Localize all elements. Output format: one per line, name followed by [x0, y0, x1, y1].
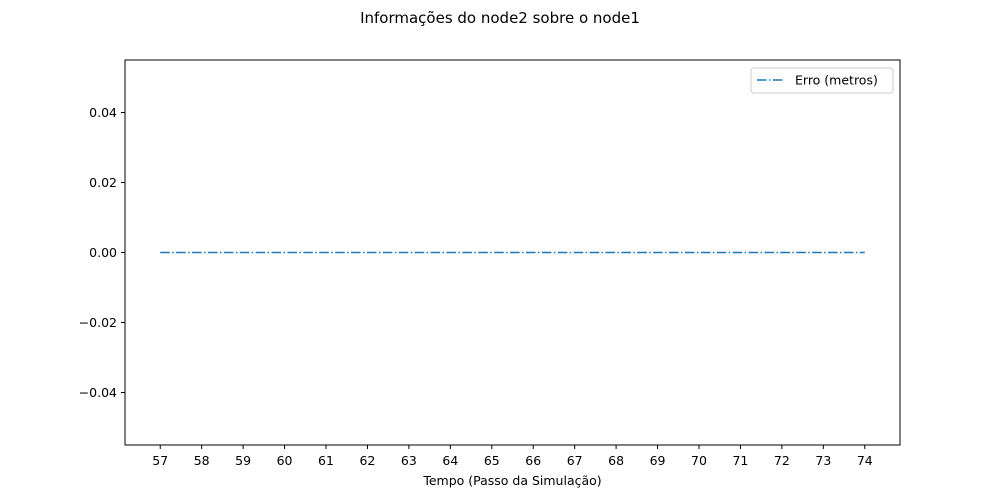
x-tick-label: 63 — [401, 453, 417, 468]
x-tick-label: 73 — [815, 453, 831, 468]
y-tick-label: 0.04 — [89, 105, 117, 120]
y-tick-label: 0.00 — [89, 245, 117, 260]
chart-title: Informações do node2 sobre o node1 — [360, 9, 640, 27]
x-tick-label: 68 — [608, 453, 624, 468]
x-tick-label: 60 — [277, 453, 293, 468]
x-tick-label: 61 — [318, 453, 334, 468]
x-tick-label: 58 — [194, 453, 210, 468]
x-tick-label: 59 — [235, 453, 251, 468]
x-tick-label: 67 — [567, 453, 583, 468]
x-axis-label: Tempo (Passo da Simulação) — [422, 473, 601, 488]
x-tick-label: 69 — [650, 453, 666, 468]
x-tick-label: 72 — [774, 453, 790, 468]
legend-box — [750, 67, 894, 94]
x-tick-label: 74 — [857, 453, 873, 468]
y-tick-label: −0.02 — [79, 315, 117, 330]
legend: Erro (metros) — [750, 67, 894, 94]
x-tick-label: 70 — [691, 453, 707, 468]
x-axis: 57 58 59 60 61 62 63 64 65 66 67 68 69 70 71 72 73 74 — [152, 445, 873, 468]
y-tick-label: −0.04 — [79, 385, 117, 400]
x-tick-label: 66 — [525, 453, 541, 468]
x-tick-label: 57 — [152, 453, 168, 468]
x-tick-label: 64 — [442, 453, 458, 468]
x-tick-label: 65 — [484, 453, 500, 468]
y-tick-label: 0.02 — [89, 175, 117, 190]
x-tick-label: 62 — [359, 453, 375, 468]
legend-label: Erro (metros) — [795, 73, 878, 88]
y-axis: −0.04 −0.02 0.00 0.02 0.04 — [79, 105, 125, 400]
x-tick-label: 71 — [732, 453, 748, 468]
